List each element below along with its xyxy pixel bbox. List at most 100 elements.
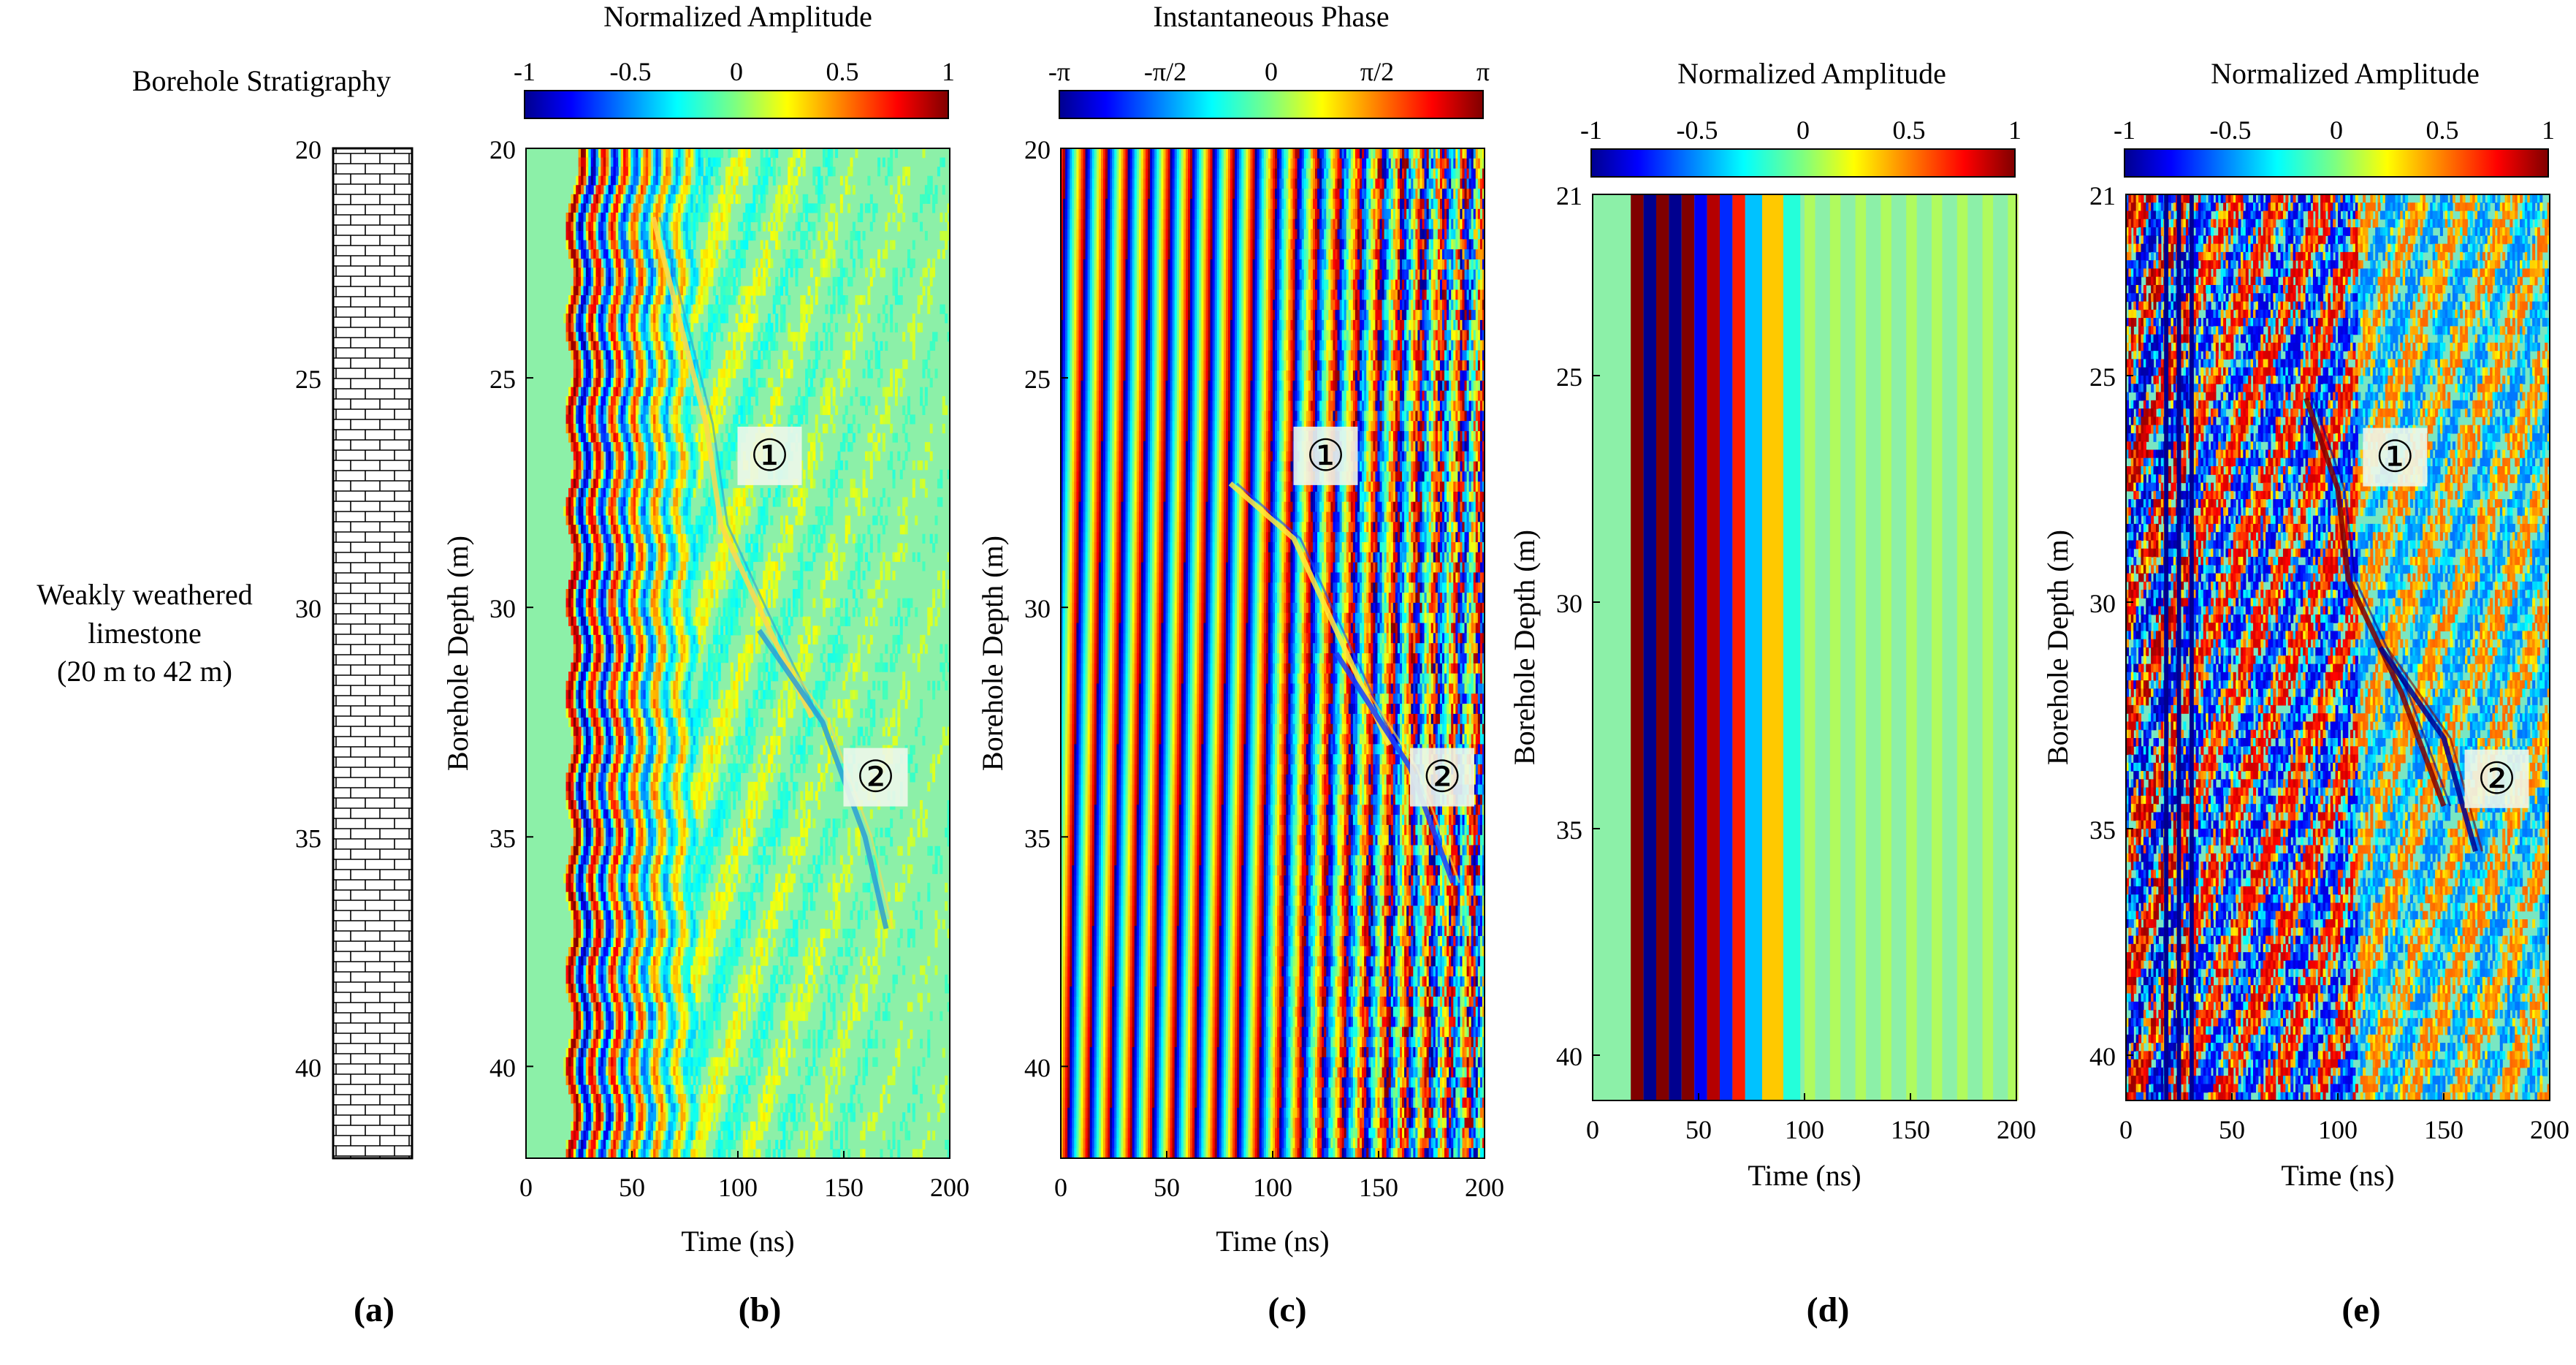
heatmap-cell [877,249,880,259]
heatmap-cell [641,259,644,268]
heatmap-cell [639,194,641,204]
heatmap-cell [763,185,766,194]
heatmap-cell [676,176,679,186]
heatmap-cell [628,203,631,213]
heatmap-cell [736,176,739,186]
heatmap-cell [930,185,933,194]
heatmap-cell [818,176,820,186]
heatmap-cell [666,185,668,194]
heatmap-cell [728,213,731,222]
heatmap-cell [633,222,636,232]
heatmap-cell [828,222,831,232]
heatmap-cell [676,213,679,222]
heatmap-cell [660,203,663,213]
heatmap-cell [623,158,626,167]
heatmap-cell [668,203,671,213]
heatmap-cell [648,148,651,158]
heatmap-cell [803,167,806,176]
heatmap-cell [743,240,746,250]
heatmap-cell [636,231,639,240]
heatmap-cell [860,213,863,222]
heatmap-cell [812,222,815,232]
heatmap-cell [850,167,853,176]
heatmap-cell [673,185,676,194]
heatmap-cell [748,203,751,213]
heatmap-cell [628,148,631,158]
heatmap-cell [825,148,828,158]
heatmap-cell [867,203,870,213]
heatmap-cell [658,148,661,158]
heatmap-cell [840,176,843,186]
heatmap-cell [596,259,599,268]
heatmap-cell [818,213,820,222]
heatmap-cell [588,158,591,167]
heatmap-cell [738,167,741,176]
heatmap-cell [651,194,654,204]
heatmap-cell [616,213,619,222]
heatmap-cell [625,176,628,186]
heatmap-cell [693,222,696,232]
heatmap-cell [720,231,723,240]
heatmap-cell [728,148,731,158]
heatmap-cell [606,240,609,250]
heatmap-cell [778,167,781,176]
heatmap-cell [768,158,771,167]
heatmap-cell [897,222,900,232]
heatmap-cell [745,203,748,213]
heatmap-cell [770,148,773,158]
heatmap-cell [696,167,698,176]
heatmap-cell [778,185,781,194]
heatmap-cell [646,176,649,186]
heatmap-cell [925,185,928,194]
heatmap-cell [688,240,691,250]
heatmap-cell [713,148,716,158]
heatmap-cell [625,203,628,213]
heatmap-cell [630,167,633,176]
heatmap-cell [723,222,726,232]
heatmap-cell [651,203,654,213]
heatmap-cell [613,176,616,186]
heatmap-cell [890,148,893,158]
heatmap-cell [795,148,798,158]
heatmap-cell [825,158,828,167]
heatmap-cell [830,249,833,259]
heatmap-cell [596,158,599,167]
heatmap-cell [678,158,681,167]
heatmap-cell [720,148,723,158]
heatmap-cell [818,203,820,213]
heatmap-cell [591,222,594,232]
heatmap-cell [922,148,925,158]
heatmap-cell [925,194,928,204]
heatmap-cell [788,194,790,204]
heatmap-cell [738,259,741,268]
heatmap-cell [621,167,624,176]
heatmap-cell [583,267,586,277]
heatmap-cell [668,176,671,186]
heatmap-cell [706,176,709,186]
heatmap-cell [718,194,721,204]
heatmap-cell [798,213,801,222]
heatmap-cell [795,176,798,186]
heatmap-cell [623,148,626,158]
heatmap-cell [641,158,644,167]
heatmap-cell [720,203,723,213]
heatmap-cell [743,231,746,240]
heatmap-cell [927,176,930,186]
heatmap-cell [613,167,616,176]
heatmap-cell [618,203,621,213]
heatmap-cell [701,194,704,204]
heatmap-cell [571,259,573,268]
heatmap-cell [738,249,741,259]
heatmap-cell [761,259,763,268]
heatmap-cell [673,176,676,186]
heatmap-cell [601,203,603,213]
heatmap-cell [586,231,589,240]
heatmap-cell [788,259,790,268]
heatmap-cell [758,185,761,194]
heatmap-cell [573,185,576,194]
heatmap-cell [660,194,663,204]
heatmap-cell [625,158,628,167]
heatmap-cell [885,240,888,250]
heatmap-cell [715,259,718,268]
heatmap-cell [618,249,621,259]
